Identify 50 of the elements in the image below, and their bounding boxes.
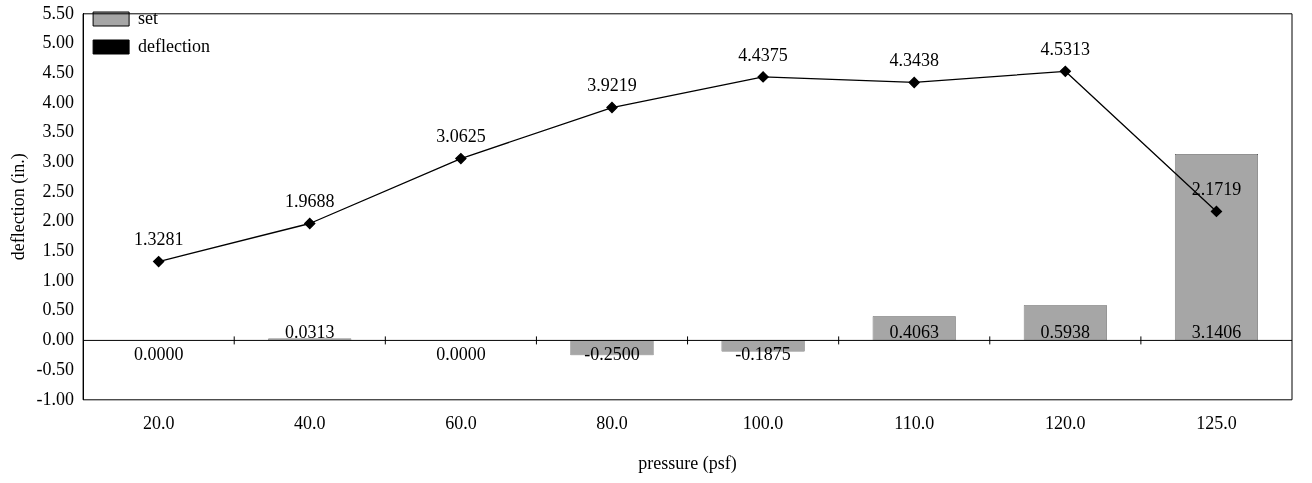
data-label: 1.3281 xyxy=(133,229,184,250)
point xyxy=(1059,65,1071,77)
y-axis-title: deflection (in.) xyxy=(7,153,29,261)
data-label: 4.5313 xyxy=(1040,39,1091,60)
data-label: -0.1875 xyxy=(735,344,791,365)
data-label: 0.4063 xyxy=(889,322,939,343)
data-label: 3.0625 xyxy=(436,126,486,147)
point xyxy=(153,255,165,268)
y-tick-label: -1.00 xyxy=(36,388,75,409)
y-tick-label: 2.50 xyxy=(42,180,75,201)
point xyxy=(455,152,467,165)
y-tick-label: 4.00 xyxy=(42,91,75,112)
data-label: 0.5938 xyxy=(1040,322,1091,343)
data-label: 1.9688 xyxy=(285,191,335,212)
data-label: 0.0000 xyxy=(133,344,184,365)
y-tick-label: -0.50 xyxy=(36,358,75,379)
data-label: 0.0000 xyxy=(436,344,486,365)
x-tick-label: 40.0 xyxy=(294,413,326,434)
x-tick-label: 120.0 xyxy=(1045,413,1086,434)
data-label: 3.9219 xyxy=(587,75,637,96)
y-tick-label: 1.50 xyxy=(42,240,75,261)
x-tick-label: 100.0 xyxy=(742,413,784,434)
x-axis-title: pressure (psf) xyxy=(638,452,737,474)
data-label: -0.2500 xyxy=(584,344,640,365)
x-tick-label: 20.0 xyxy=(142,413,175,434)
data-label: 3.1406 xyxy=(1191,322,1242,343)
point xyxy=(757,71,769,83)
y-tick-label: 5.00 xyxy=(42,32,75,53)
data-label: 2.1719 xyxy=(1191,179,1242,200)
x-tick-label: 110.0 xyxy=(894,413,935,434)
data-label: 4.3438 xyxy=(889,50,939,71)
y-tick-label: 0.50 xyxy=(42,299,75,320)
x-tick-label: 60.0 xyxy=(445,413,477,434)
y-tick-label: 3.50 xyxy=(42,121,75,142)
y-tick-label: 3.00 xyxy=(42,151,75,171)
legend-label: set xyxy=(138,7,159,28)
y-tick-label: 0.00 xyxy=(42,329,75,350)
point xyxy=(1210,205,1223,218)
point xyxy=(606,101,618,114)
x-tick-label: 125.0 xyxy=(1196,413,1237,434)
y-tick-label: 1.00 xyxy=(42,269,75,290)
legend-label: deflection xyxy=(138,35,211,56)
x-tick-label: 80.0 xyxy=(596,413,628,434)
point xyxy=(908,76,920,89)
data-label: 4.4375 xyxy=(738,44,788,65)
y-tick-label: 5.50 xyxy=(42,2,75,23)
y-tick-label: 2.00 xyxy=(42,210,75,231)
data-label: 0.0313 xyxy=(285,322,335,343)
point xyxy=(304,217,316,230)
y-tick-label: 4.50 xyxy=(42,61,75,82)
